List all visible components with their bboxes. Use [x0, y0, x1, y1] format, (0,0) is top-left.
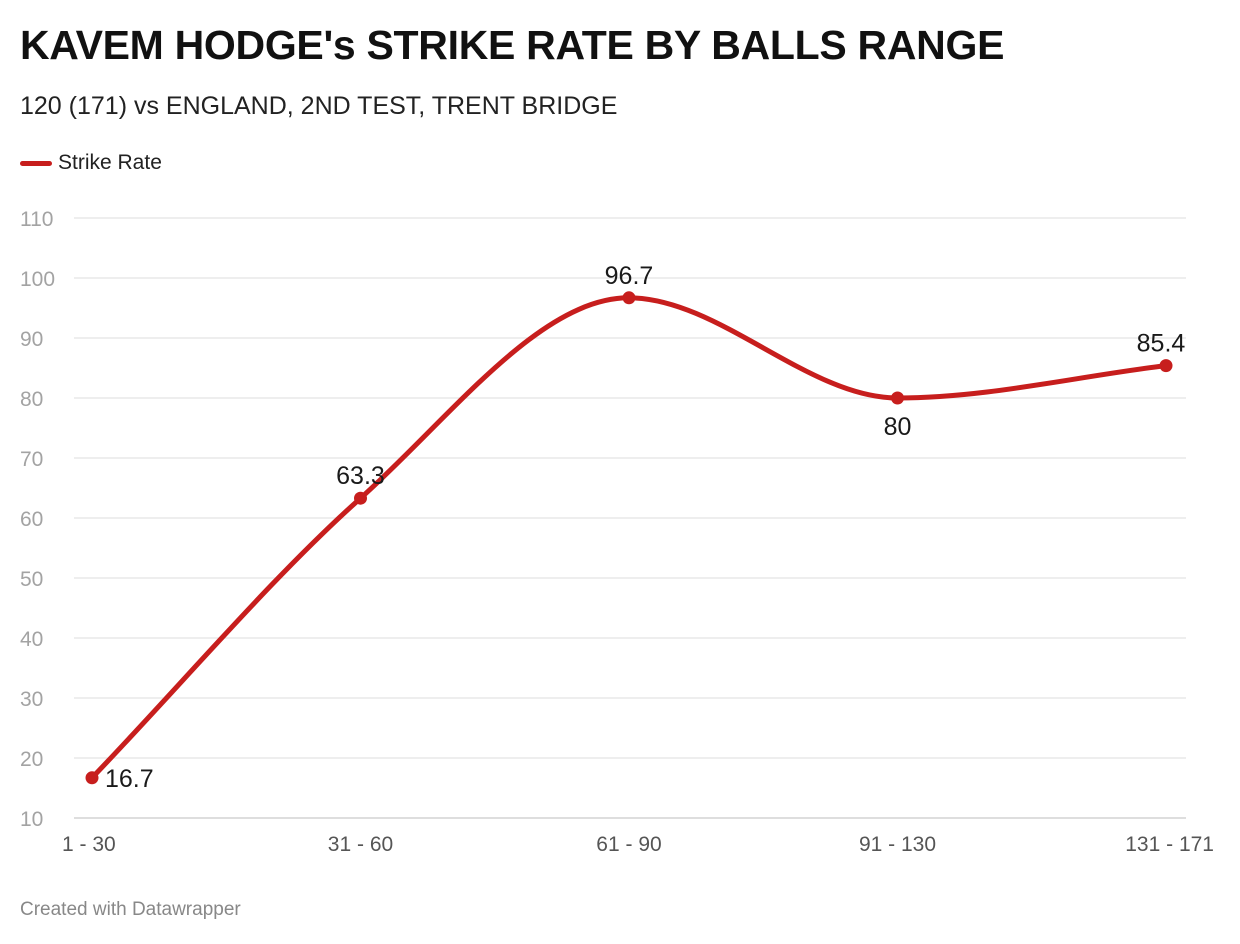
footer-credit: Created with Datawrapper [20, 899, 241, 920]
x-tick-label: 91 - 130 [859, 833, 936, 856]
chart-title: KAVEM HODGE's STRIKE RATE BY BALLS RANGE [20, 22, 1005, 68]
x-axis: 1 - 30 31 - 60 61 - 90 91 - 130 131 - 171 [62, 833, 1214, 856]
x-tick-label: 31 - 60 [328, 833, 393, 856]
x-tick-label: 131 - 171 [1125, 833, 1214, 856]
data-point [85, 771, 99, 785]
y-tick-label: 10 [20, 808, 43, 831]
series-strike-rate: 16.7 63.3 96.7 80 85.4 [85, 262, 1186, 793]
y-tick-label: 100 [20, 268, 55, 291]
data-point [1159, 359, 1173, 373]
x-tick-label: 61 - 90 [596, 833, 661, 856]
legend-label: Strike Rate [58, 151, 162, 174]
y-tick-label: 40 [20, 628, 43, 651]
y-tick-label: 60 [20, 508, 43, 531]
y-tick-label: 80 [20, 388, 43, 411]
y-tick-label: 50 [20, 568, 43, 591]
x-tick-label: 1 - 30 [62, 833, 116, 856]
data-label: 16.7 [105, 765, 154, 793]
y-tick-label: 20 [20, 748, 43, 771]
data-point [891, 391, 904, 405]
legend: Strike Rate [20, 151, 162, 175]
data-point [622, 291, 636, 305]
y-tick-label: 70 [20, 448, 43, 471]
legend-swatch [20, 160, 52, 166]
data-point [354, 491, 367, 505]
y-tick-label: 110 [20, 208, 53, 231]
data-label: 63.3 [336, 462, 385, 490]
data-label: 96.7 [605, 262, 654, 290]
series-line [89, 295, 1169, 781]
y-tick-label: 30 [20, 688, 43, 711]
data-label: 80 [884, 413, 912, 441]
data-label: 85.4 [1137, 330, 1186, 358]
y-tick-label: 90 [20, 328, 43, 351]
gridlines [74, 217, 1186, 819]
y-axis: 10 20 30 40 50 60 70 80 90 100 110 [20, 208, 55, 831]
chart-subtitle: 120 (171) vs ENGLAND, 2ND TEST, TRENT BR… [20, 92, 618, 120]
